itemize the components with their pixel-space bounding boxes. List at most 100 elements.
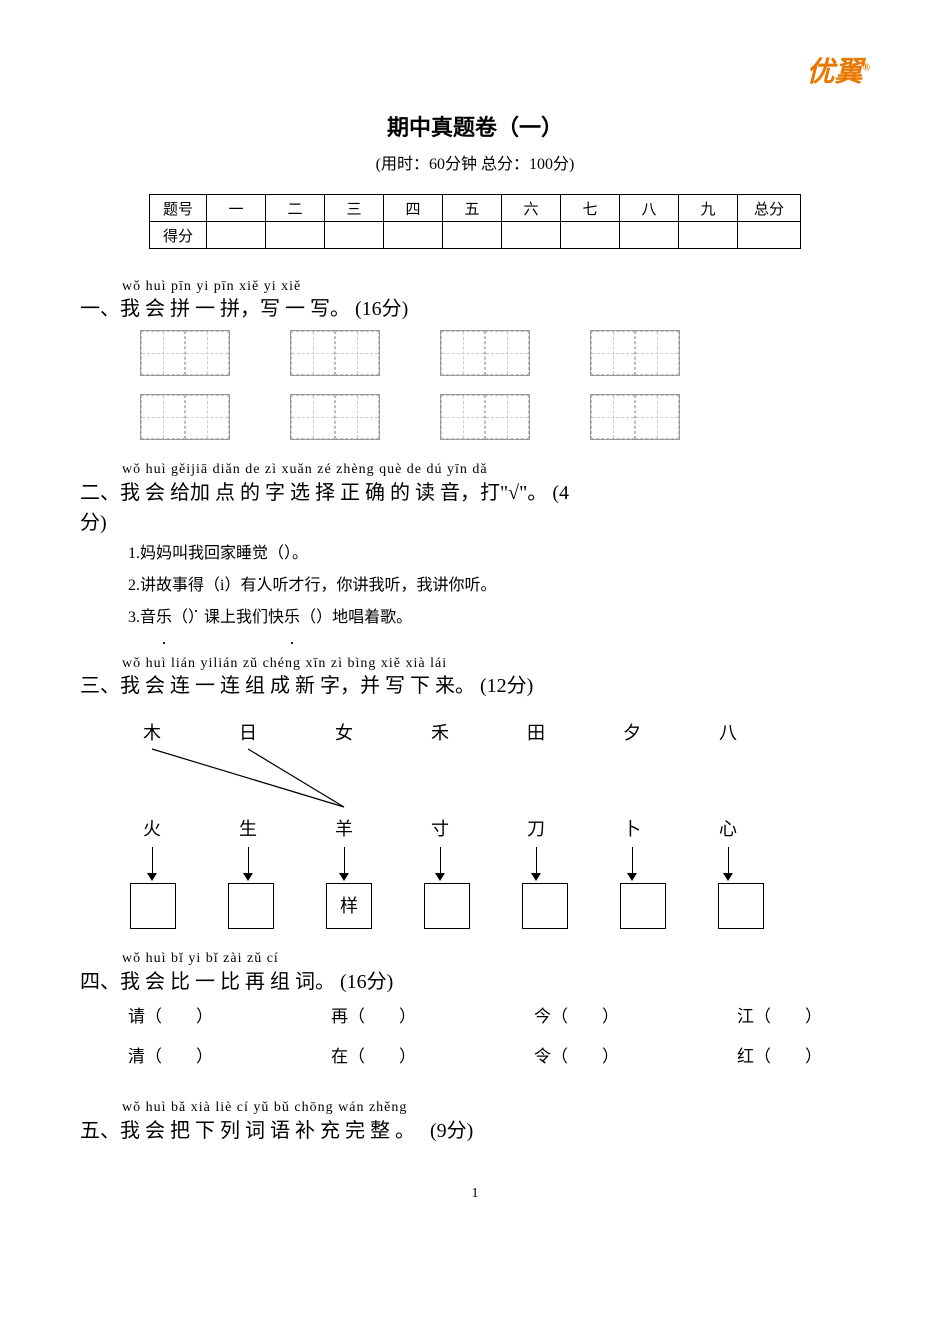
q-text: （）地唱着歌。 xyxy=(300,609,412,626)
tianzige[interactable] xyxy=(590,394,680,440)
logo-text: 优翼 xyxy=(807,57,863,88)
char: 八 xyxy=(706,719,750,745)
cell: 三 xyxy=(325,195,384,222)
char: 卜 xyxy=(610,815,654,841)
tianzige-row xyxy=(140,330,870,376)
blank-cell[interactable] xyxy=(384,222,443,249)
tianzige[interactable] xyxy=(290,394,380,440)
sec-num: 一、 xyxy=(80,298,120,320)
tianzige[interactable] xyxy=(140,330,230,376)
answer-box[interactable] xyxy=(522,883,568,929)
score-table: 题号 一 二 三 四 五 六 七 八 九 总分 得分 xyxy=(149,194,801,249)
section-1: wǒ huì pīn yi pīn xiě yi xiě 一、我 会 拼 一 拼… xyxy=(80,279,870,440)
tianzige[interactable] xyxy=(440,394,530,440)
section-heading: 一、我 会 拼 一 拼，写 一 写。 (16分) xyxy=(80,294,870,324)
word-pair[interactable]: 红（ ） xyxy=(737,1037,870,1078)
arrow-down-icon xyxy=(322,847,366,881)
cell: 六 xyxy=(502,195,561,222)
cell: 得分 xyxy=(150,222,207,249)
char: 寸 xyxy=(418,815,462,841)
blank-cell[interactable] xyxy=(443,222,502,249)
answer-box[interactable] xyxy=(620,883,666,929)
char: 生 xyxy=(226,815,270,841)
page: 优翼® 期中真题卷（一） (用时：60分钟 总分：100分) 题号 一 二 三 … xyxy=(0,0,950,1232)
points: (16分) xyxy=(355,298,408,320)
sec-num: 五、 xyxy=(80,1120,120,1142)
blank-cell[interactable] xyxy=(620,222,679,249)
blank-cell[interactable] xyxy=(561,222,620,249)
blank-cell[interactable] xyxy=(325,222,384,249)
dotted-char: 乐 xyxy=(284,609,300,626)
dotted-char: 得 xyxy=(188,577,204,594)
answer-box-row: 样 xyxy=(130,883,870,929)
section-4: wǒ huì bǐ yi bǐ zài zǔ cí 四、我 会 比 一 比 再 … xyxy=(80,951,870,1078)
answer-box[interactable] xyxy=(130,883,176,929)
arrow-down-icon xyxy=(706,847,750,881)
char: 女 xyxy=(322,719,366,745)
tianzige[interactable] xyxy=(140,394,230,440)
word-pair[interactable]: 请（ ） xyxy=(128,997,261,1038)
word-pair[interactable]: 今（ ） xyxy=(534,997,667,1038)
blank-cell[interactable] xyxy=(502,222,561,249)
char: 日 xyxy=(226,719,270,745)
sec-num: 四、 xyxy=(80,971,120,993)
subtitle: (用时：60分钟 总分：100分) xyxy=(80,150,870,174)
blank-cell[interactable] xyxy=(738,222,801,249)
arrow-down-icon xyxy=(130,847,174,881)
question-1: 1.妈妈叫我回家睡觉（）。 xyxy=(128,538,870,570)
points: (9分) xyxy=(430,1120,473,1142)
sec-text: 我 会 给加 点 的 字 选 择 正 确 的 读 音，打"√"。 xyxy=(120,482,547,504)
char: 禾 xyxy=(418,719,462,745)
word-pair[interactable]: 令（ ） xyxy=(534,1037,667,1078)
top-row: 木 日 女 禾 田 夕 八 xyxy=(130,719,870,745)
pinyin: wǒ huì lián yilián zǔ chéng xīn zì bìng … xyxy=(122,656,870,671)
blank-cell[interactable] xyxy=(679,222,738,249)
points: (16分) xyxy=(340,971,393,993)
cell: 七 xyxy=(561,195,620,222)
blank-cell[interactable] xyxy=(266,222,325,249)
points-cont: 分) xyxy=(80,508,870,538)
logo-mark: ® xyxy=(863,63,870,74)
tianzige[interactable] xyxy=(440,330,530,376)
zuci-row: 请（ ） 再（ ） 今（ ） 江（ ） xyxy=(128,997,870,1038)
cell: 五 xyxy=(443,195,502,222)
section-heading: 四、我 会 比 一 比 再 组 词。 (16分) xyxy=(80,967,870,997)
char: 刀 xyxy=(514,815,558,841)
cell: 一 xyxy=(207,195,266,222)
arrow-down-icon xyxy=(226,847,270,881)
pinyin: wǒ huì pīn yi pīn xiě yi xiě xyxy=(122,279,870,294)
q-text: （i）有人听才行，你讲我听，我讲你听。 xyxy=(204,577,496,594)
q-text: 2.讲故事 xyxy=(128,577,188,594)
pinyin: wǒ huì bǎ xià liè cí yǔ bǔ chōng wán zhě… xyxy=(122,1100,870,1115)
arrow-down-icon xyxy=(514,847,558,881)
answer-box[interactable] xyxy=(424,883,470,929)
answer-box[interactable] xyxy=(228,883,274,929)
word-pair[interactable]: 再（ ） xyxy=(331,997,464,1038)
word-pair[interactable]: 在（ ） xyxy=(331,1037,464,1078)
page-title: 期中真题卷（一） xyxy=(80,110,870,142)
tianzige-row xyxy=(140,394,870,440)
tianzige[interactable] xyxy=(290,330,380,376)
section-heading: 三、我 会 连 一 连 组 成 新 字，并 写 下 来。 (12分) xyxy=(80,671,870,701)
arrow-row xyxy=(130,841,870,881)
pinyin: wǒ huì gěijiā diǎn de zì xuǎn zé zhèng q… xyxy=(122,462,870,477)
tianzige[interactable] xyxy=(590,330,680,376)
sec-text: 我 会 把 下 列 词 语 补 充 完 整 。 xyxy=(120,1120,415,1142)
sec-text: 我 会 拼 一 拼，写 一 写。 xyxy=(120,298,350,320)
word-pair[interactable]: 江（ ） xyxy=(737,997,870,1038)
cell: 二 xyxy=(266,195,325,222)
q-text: 3.音 xyxy=(128,609,156,626)
sec-text: 我 会 比 一 比 再 组 词。 xyxy=(120,971,335,993)
points: (4 xyxy=(552,482,569,504)
arrow-down-icon xyxy=(610,847,654,881)
char: 田 xyxy=(514,719,558,745)
table-row: 题号 一 二 三 四 五 六 七 八 九 总分 xyxy=(150,195,801,222)
answer-box[interactable] xyxy=(718,883,764,929)
sec-text: 我 会 连 一 连 组 成 新 字，并 写 下 来。 xyxy=(120,675,475,697)
blank-cell[interactable] xyxy=(207,222,266,249)
char: 木 xyxy=(130,719,174,745)
sec-num: 三、 xyxy=(80,675,120,697)
q-text: 1.妈妈叫我回家睡 xyxy=(128,545,252,562)
table-row: 得分 xyxy=(150,222,801,249)
word-pair[interactable]: 清（ ） xyxy=(128,1037,261,1078)
